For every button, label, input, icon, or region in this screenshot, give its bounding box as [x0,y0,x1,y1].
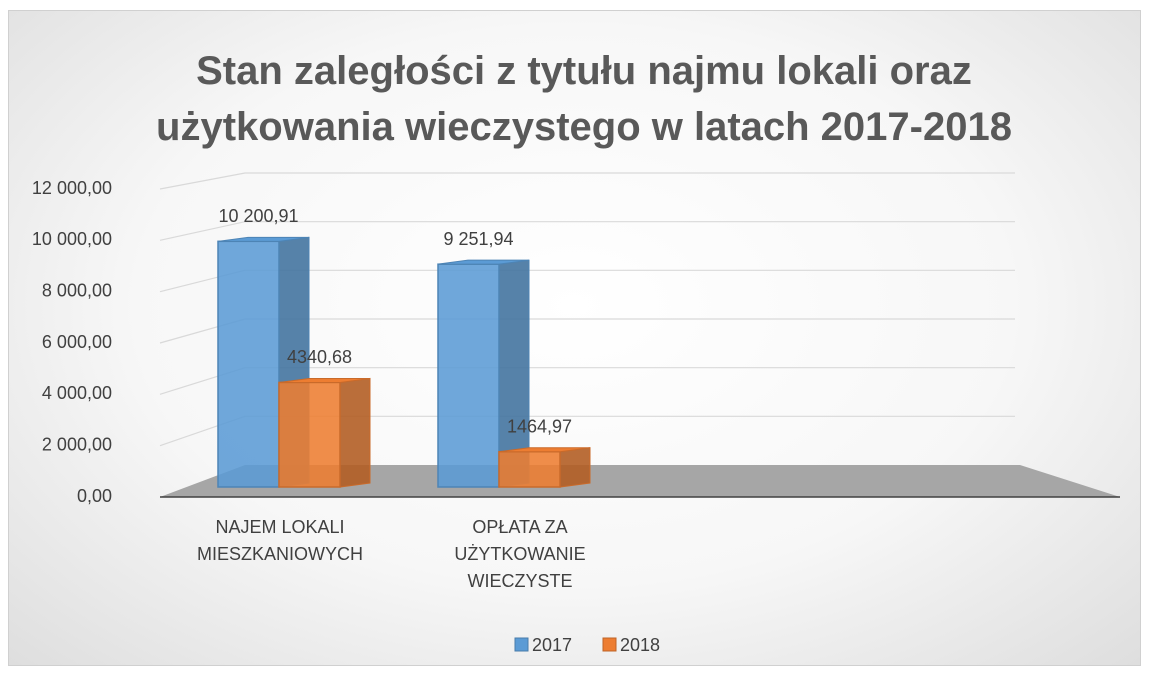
floor [160,465,1120,497]
bar [437,263,500,488]
legend-label: 2017 [532,635,572,655]
bar-top [278,377,371,383]
bar-side [559,447,591,488]
bar [498,450,561,488]
bar [278,381,341,488]
bar [217,240,280,488]
y-tick-label: 10 000,00 [32,229,112,249]
y-tick-label: 0,00 [77,486,112,506]
y-tick-label: 2 000,00 [42,434,112,454]
y-tick-label: 4 000,00 [42,383,112,403]
bar-top [498,447,591,453]
x-tick-label: NAJEM LOKALI MIESZKANIOWYCH [196,517,363,564]
chart-frame: Stan zaległości z tytułu najmu lokali or… [8,10,1141,666]
y-tick-label: 12 000,00 [32,178,112,198]
value-label: 10 200,91 [218,206,298,226]
chart-title: Stan zaległości z tytułu najmu lokali or… [156,49,1012,149]
x-tick-label: OPŁATA ZA UŻYTKOWANIE WIECZYSTE [454,517,586,591]
bar-top [437,259,530,265]
legend-label: 2018 [620,635,660,655]
legend-swatch [514,637,529,652]
value-label: 9 251,94 [443,229,513,249]
value-label: 4340,68 [287,347,352,367]
legend-swatch [602,637,617,652]
grid-line [159,221,1015,241]
bar-top [217,236,310,242]
value-label: 1464,97 [507,416,572,436]
y-tick-label: 8 000,00 [42,280,112,300]
grid-line [159,172,1015,190]
bar-side [339,377,371,488]
y-tick-label: 6 000,00 [42,332,112,352]
